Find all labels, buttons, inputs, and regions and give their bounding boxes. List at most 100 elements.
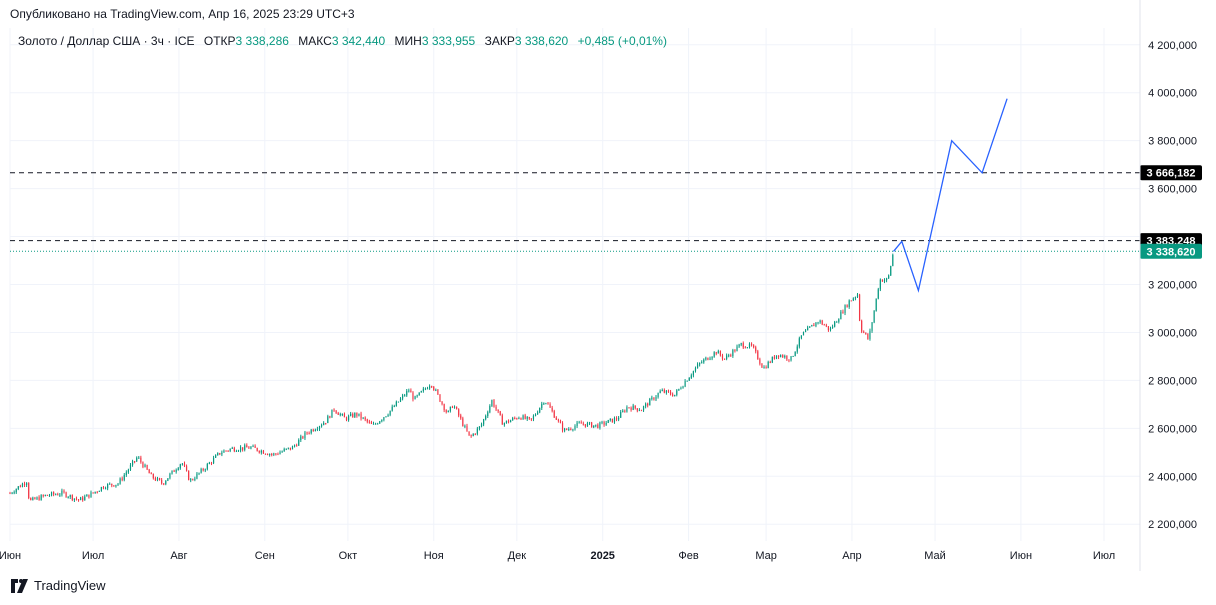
price-axis[interactable]: 2 200,000 2 400,000 2 600,000 2 800,000 3 00… bbox=[1139, 0, 1197, 571]
candle-body bbox=[370, 422, 373, 424]
candle-body bbox=[888, 275, 890, 279]
price-tick-label: 2 400,000 bbox=[1148, 471, 1197, 483]
candle-body bbox=[622, 410, 624, 413]
candle-body bbox=[522, 415, 524, 420]
price-tick-label: 2 600,000 bbox=[1148, 423, 1197, 435]
candle-body bbox=[113, 485, 115, 487]
candle-body bbox=[9, 493, 11, 495]
candle-body bbox=[493, 400, 495, 407]
candle-body bbox=[248, 447, 250, 449]
candle-body bbox=[331, 409, 333, 418]
candle-body bbox=[707, 357, 709, 360]
candle-body bbox=[36, 497, 38, 500]
candle-body bbox=[395, 401, 397, 407]
candle-body bbox=[840, 311, 842, 320]
candle-body bbox=[244, 445, 246, 450]
candle-body bbox=[283, 449, 285, 452]
candle-body bbox=[555, 417, 557, 420]
candle-body bbox=[503, 423, 505, 425]
candle-body bbox=[254, 445, 256, 448]
tradingview-footer[interactable]: TradingView bbox=[10, 578, 106, 593]
candle-body bbox=[136, 457, 138, 462]
candle-body bbox=[281, 451, 283, 453]
candle-body bbox=[229, 448, 231, 451]
time-tick-label: Авг bbox=[170, 550, 187, 562]
candle-body bbox=[809, 326, 811, 328]
candle-body bbox=[264, 453, 267, 455]
candle-body bbox=[557, 419, 559, 421]
candle-body bbox=[15, 489, 17, 493]
candle-body bbox=[150, 473, 152, 475]
candle-body bbox=[684, 381, 686, 387]
candle-body bbox=[308, 433, 310, 435]
candle-body bbox=[605, 422, 607, 425]
candle-body bbox=[607, 419, 609, 423]
candle-body bbox=[601, 421, 603, 423]
candle-body bbox=[433, 386, 435, 390]
candle-body bbox=[233, 447, 235, 452]
candle-body bbox=[769, 361, 771, 363]
candle-body bbox=[379, 421, 381, 424]
candle-body bbox=[869, 330, 871, 339]
candle-body bbox=[578, 422, 580, 424]
candle-body bbox=[748, 343, 751, 348]
time-tick-label: Июн bbox=[1010, 550, 1032, 562]
time-tick-label: Май bbox=[924, 550, 946, 562]
candle-body bbox=[424, 388, 427, 390]
candle-body bbox=[341, 413, 343, 415]
candle-body bbox=[34, 497, 36, 500]
candle-body bbox=[383, 417, 385, 420]
candle-body bbox=[327, 416, 329, 424]
open-label: ОТКР bbox=[203, 34, 236, 48]
candle-body bbox=[846, 305, 848, 307]
candle-body bbox=[649, 398, 651, 406]
symbol-label[interactable]: Золото / Доллар США · 3ч · ICE bbox=[18, 34, 195, 48]
candle-body bbox=[510, 420, 512, 423]
candle-body bbox=[30, 497, 32, 501]
candle-body bbox=[140, 457, 142, 463]
candle-body bbox=[879, 279, 881, 290]
candle-body bbox=[67, 496, 69, 498]
candle-body bbox=[651, 397, 653, 399]
candle-body bbox=[811, 324, 813, 327]
candle-body bbox=[13, 492, 15, 494]
candle-body bbox=[721, 355, 724, 359]
candle-body bbox=[875, 298, 877, 311]
candle-body bbox=[121, 478, 123, 480]
candle-body bbox=[852, 298, 854, 301]
candle-body bbox=[767, 361, 769, 369]
candle-body bbox=[431, 386, 433, 388]
candle-body bbox=[75, 498, 78, 500]
candle-body bbox=[530, 418, 532, 420]
candle-body bbox=[794, 351, 796, 356]
candle-body bbox=[746, 347, 749, 349]
candle-body bbox=[545, 403, 547, 405]
time-axis[interactable]: Июн Июл Авг Сен Окт Ноя Дек 2025 Фев Мар Апр Май Июн… bbox=[0, 550, 1115, 562]
candle-body bbox=[559, 420, 562, 424]
candle-body bbox=[877, 289, 879, 299]
candle-body bbox=[179, 464, 181, 469]
candle-body bbox=[391, 406, 393, 411]
candle-body bbox=[185, 466, 188, 471]
candle-body bbox=[156, 478, 159, 481]
high-value: 3 342,440 bbox=[331, 34, 386, 48]
candle-body bbox=[19, 486, 21, 488]
candle-body bbox=[854, 297, 857, 299]
candle-body bbox=[543, 403, 545, 405]
candle-body bbox=[873, 310, 875, 323]
candle-body bbox=[690, 375, 692, 378]
candle-body bbox=[335, 410, 337, 413]
candle-body bbox=[443, 404, 445, 411]
time-tick-label: Дек bbox=[508, 550, 527, 562]
candle-body bbox=[458, 409, 460, 416]
candle-body bbox=[491, 400, 493, 406]
candle-body bbox=[678, 388, 680, 391]
candle-body bbox=[534, 414, 537, 416]
level-price-badge bbox=[1140, 165, 1202, 181]
candle-body bbox=[368, 421, 370, 423]
candle-body bbox=[798, 338, 800, 347]
candle-body bbox=[775, 355, 778, 359]
candle-body bbox=[867, 334, 869, 339]
candle-body bbox=[221, 452, 223, 455]
